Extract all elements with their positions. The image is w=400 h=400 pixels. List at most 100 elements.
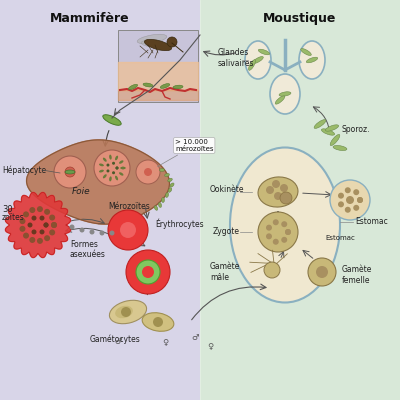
Ellipse shape [168, 188, 172, 192]
Circle shape [112, 171, 115, 174]
Circle shape [44, 209, 50, 215]
Ellipse shape [99, 170, 104, 172]
Ellipse shape [330, 134, 340, 146]
Circle shape [274, 192, 282, 200]
Ellipse shape [115, 176, 118, 180]
Circle shape [346, 196, 354, 204]
Circle shape [29, 207, 35, 213]
Circle shape [80, 228, 84, 232]
Ellipse shape [164, 174, 170, 176]
Ellipse shape [160, 84, 170, 88]
Ellipse shape [160, 168, 164, 172]
Circle shape [308, 258, 336, 286]
Circle shape [273, 219, 279, 225]
Ellipse shape [128, 84, 138, 90]
Text: ♂: ♂ [114, 338, 122, 346]
Ellipse shape [279, 92, 291, 96]
Circle shape [285, 229, 291, 235]
Bar [200, 0, 400, 400]
Circle shape [37, 206, 43, 212]
Bar [118, 30, 198, 102]
Circle shape [108, 210, 148, 250]
Text: Sporoz.: Sporoz. [342, 126, 370, 134]
Circle shape [353, 205, 359, 211]
Circle shape [44, 235, 50, 241]
Text: Zygote: Zygote [213, 228, 240, 236]
Ellipse shape [110, 300, 146, 324]
Circle shape [32, 230, 36, 234]
Ellipse shape [119, 172, 124, 176]
Circle shape [258, 212, 298, 252]
Circle shape [121, 307, 131, 317]
Ellipse shape [162, 198, 164, 202]
Ellipse shape [109, 155, 112, 160]
Circle shape [266, 225, 272, 231]
Ellipse shape [325, 125, 339, 131]
Circle shape [280, 192, 292, 204]
Text: Érythrocytes: Érythrocytes [155, 219, 204, 229]
Circle shape [32, 216, 36, 220]
Circle shape [51, 222, 57, 228]
Circle shape [353, 189, 359, 195]
Ellipse shape [119, 160, 124, 164]
Ellipse shape [65, 170, 75, 174]
Polygon shape [5, 192, 70, 258]
Circle shape [136, 160, 160, 184]
Ellipse shape [109, 176, 112, 181]
Circle shape [280, 184, 288, 192]
Ellipse shape [120, 167, 126, 169]
Ellipse shape [301, 48, 311, 56]
Ellipse shape [258, 177, 298, 207]
Ellipse shape [103, 174, 107, 178]
Circle shape [20, 218, 26, 224]
Ellipse shape [144, 39, 172, 51]
Text: Glandes
salivaires: Glandes salivaires [218, 48, 254, 68]
Circle shape [28, 222, 32, 228]
Circle shape [345, 207, 351, 213]
Circle shape [100, 230, 104, 236]
Ellipse shape [299, 41, 325, 79]
Text: Gamète
femelle: Gamète femelle [342, 265, 372, 285]
Circle shape [20, 226, 26, 232]
Circle shape [142, 266, 154, 278]
Circle shape [272, 180, 280, 188]
Text: Ookinète: Ookinète [210, 186, 244, 194]
Ellipse shape [142, 313, 174, 331]
Circle shape [65, 167, 75, 177]
Text: Estomac: Estomac [325, 235, 355, 241]
Circle shape [54, 156, 86, 188]
Ellipse shape [314, 120, 326, 128]
Ellipse shape [306, 57, 318, 63]
Circle shape [116, 166, 118, 170]
Circle shape [266, 186, 274, 194]
Circle shape [90, 230, 94, 234]
Text: Gamétocytes: Gamétocytes [90, 335, 140, 344]
Text: Mérozoïtes: Mérozoïtes [108, 202, 150, 211]
Text: ♂: ♂ [191, 334, 199, 342]
Ellipse shape [120, 167, 126, 169]
Circle shape [110, 230, 114, 236]
Ellipse shape [173, 85, 183, 89]
Circle shape [285, 229, 291, 235]
Circle shape [281, 221, 287, 227]
Ellipse shape [168, 178, 172, 182]
Ellipse shape [253, 56, 263, 64]
Text: Gamète
mâle: Gamète mâle [210, 262, 240, 282]
Ellipse shape [248, 60, 256, 70]
Circle shape [94, 150, 130, 186]
Ellipse shape [230, 148, 340, 302]
Circle shape [37, 238, 43, 244]
Circle shape [106, 170, 110, 172]
Circle shape [106, 164, 110, 166]
Ellipse shape [321, 129, 335, 135]
Circle shape [120, 222, 136, 238]
Circle shape [345, 187, 351, 193]
Text: Moustique: Moustique [263, 12, 337, 25]
Circle shape [338, 193, 344, 199]
Ellipse shape [143, 83, 153, 87]
Circle shape [144, 168, 152, 176]
Circle shape [44, 222, 48, 228]
Ellipse shape [99, 164, 104, 166]
Ellipse shape [245, 41, 271, 79]
Circle shape [40, 216, 44, 220]
